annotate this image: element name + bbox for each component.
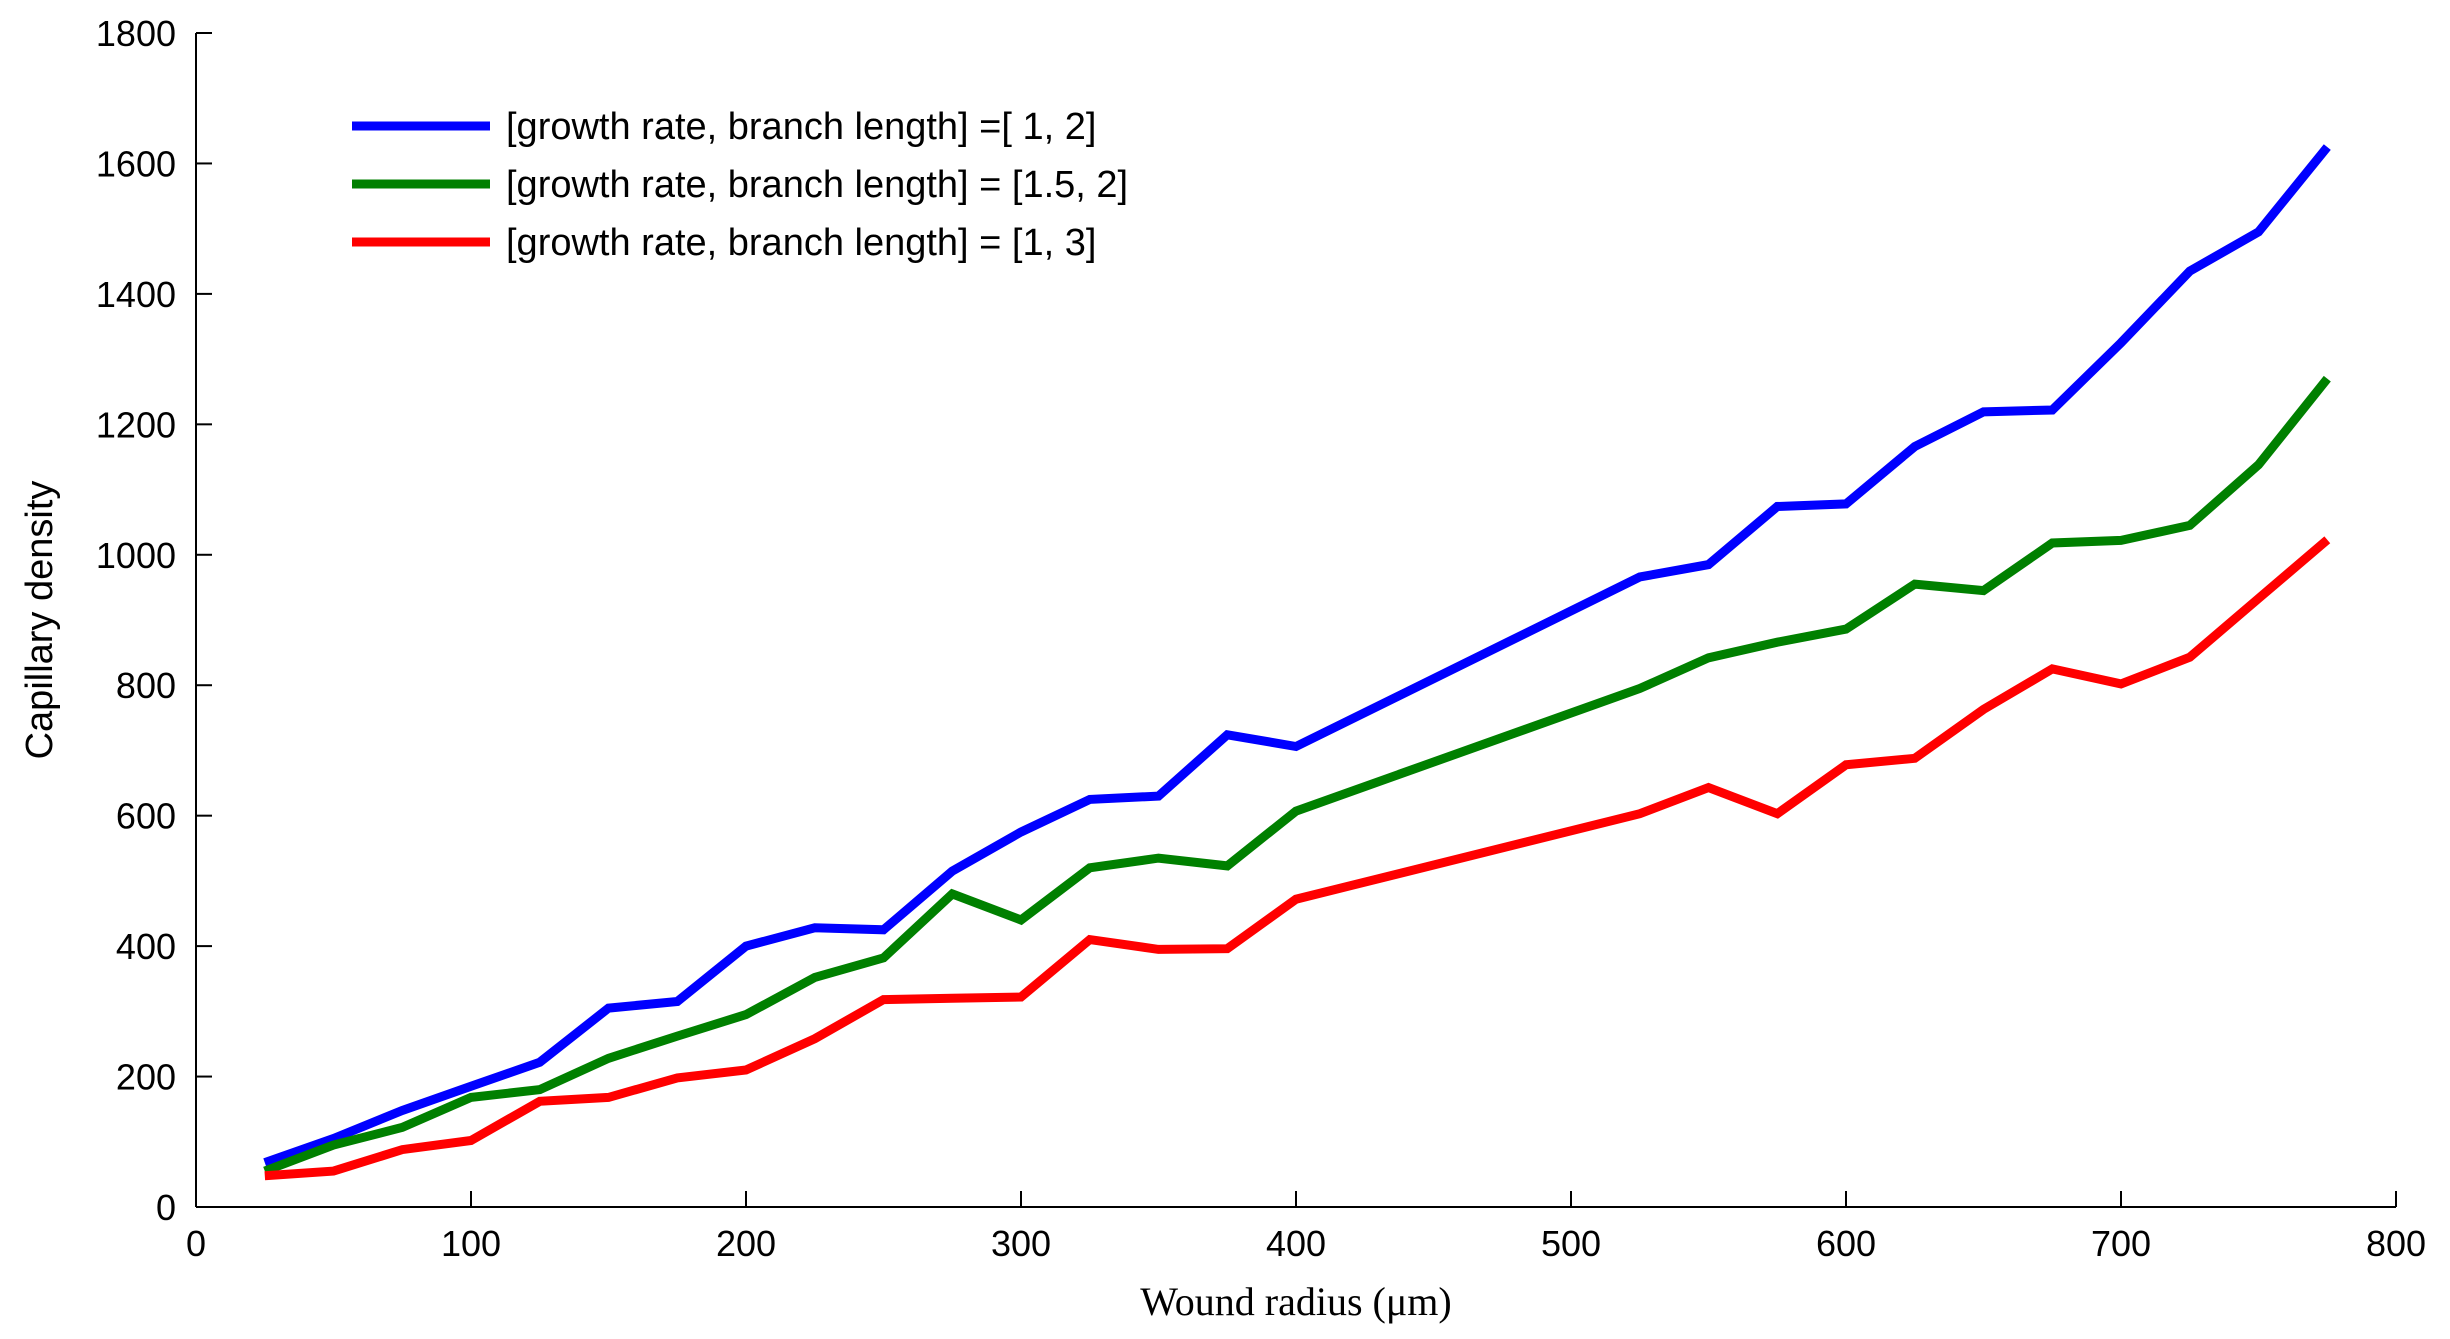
x-tick-label: 800 bbox=[2366, 1223, 2426, 1264]
y-tick-label: 1800 bbox=[96, 13, 176, 54]
y-axis-title: Capillary density bbox=[19, 481, 61, 760]
legend-label-1: [growth rate, branch length] =[ 1, 2] bbox=[506, 106, 1096, 148]
x-tick-label: 200 bbox=[716, 1223, 776, 1264]
y-tick-label: 400 bbox=[116, 926, 176, 967]
series-line-2 bbox=[263, 375, 2331, 1176]
x-tick-label: 0 bbox=[186, 1223, 206, 1264]
x-tick-label: 400 bbox=[1266, 1223, 1326, 1264]
y-tick-label: 0 bbox=[156, 1187, 176, 1228]
legend-label-2: [growth rate, branch length] = [1.5, 2] bbox=[506, 164, 1128, 206]
y-tick-label: 1000 bbox=[96, 535, 176, 576]
y-tick-label: 800 bbox=[116, 665, 176, 706]
y-tick-label: 1400 bbox=[96, 274, 176, 315]
axes: 0 100 200 300 400 500 600 700 800 0 200 400 600 800 10… bbox=[96, 13, 2426, 1264]
legend: [growth rate, branch length] =[ 1, 2] [gr… bbox=[352, 106, 1128, 264]
y-tick-label: 1200 bbox=[96, 404, 176, 445]
x-tick-label: 100 bbox=[441, 1223, 501, 1264]
series-line-3 bbox=[264, 536, 2331, 1181]
y-tick-label: 200 bbox=[116, 1057, 176, 1098]
x-tick-label: 500 bbox=[1541, 1223, 1601, 1264]
x-tick-label: 600 bbox=[1816, 1223, 1876, 1264]
x-tick-label: 300 bbox=[991, 1223, 1051, 1264]
series-line-1 bbox=[263, 144, 2331, 1167]
x-tick-label: 700 bbox=[2091, 1223, 2151, 1264]
series-lines bbox=[263, 144, 2331, 1181]
x-axis-title: Wound radius (μm) bbox=[1140, 1279, 1452, 1324]
y-tick-label: 600 bbox=[116, 796, 176, 837]
legend-label-3: [growth rate, branch length] = [1, 3] bbox=[506, 222, 1096, 264]
y-tick-label: 1600 bbox=[96, 143, 176, 184]
